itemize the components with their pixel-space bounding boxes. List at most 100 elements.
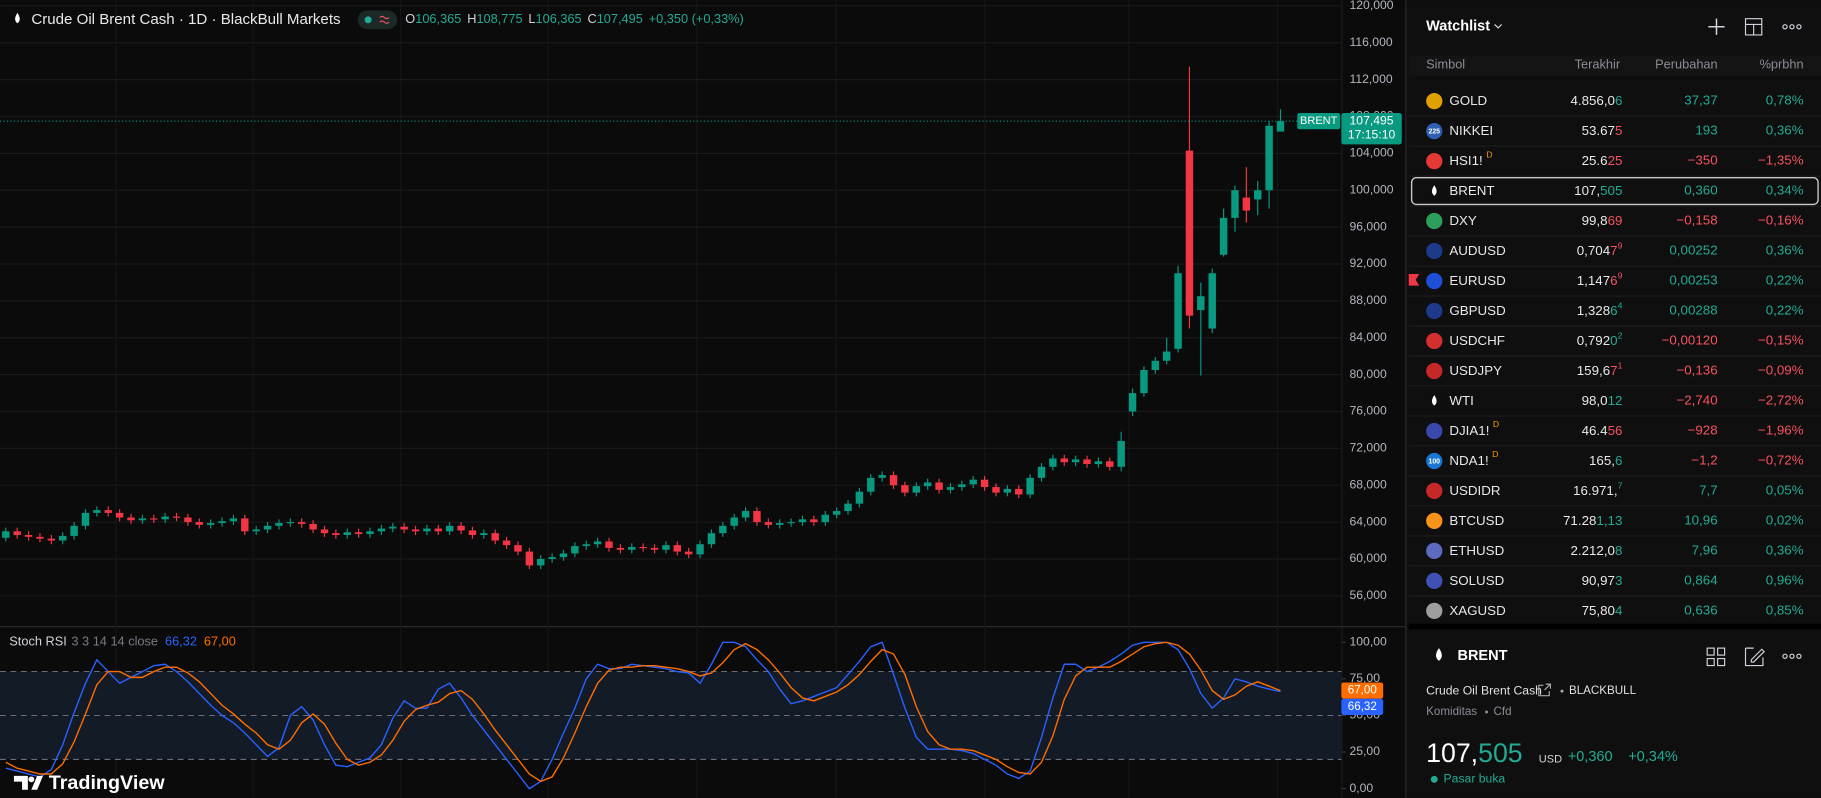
ohlc-value: 107,495 bbox=[597, 11, 643, 26]
candle-body bbox=[901, 485, 909, 493]
last-tail: 56 bbox=[1608, 422, 1623, 437]
column-header[interactable]: Simbol bbox=[1426, 56, 1465, 71]
detail-grid-button[interactable] bbox=[1706, 647, 1726, 667]
candle-body bbox=[36, 536, 44, 539]
detail-kind: Cfd bbox=[1493, 705, 1511, 718]
y-tick-label: 116,000 bbox=[1349, 35, 1392, 49]
symbol-icon bbox=[1426, 152, 1443, 170]
candle-body bbox=[571, 546, 579, 554]
last-price: 0,70479 bbox=[1577, 241, 1623, 258]
candle-body bbox=[1106, 461, 1114, 467]
watchlist-row[interactable]: AUDUSD 0,70479 0,00252 0,36% bbox=[1408, 241, 1821, 267]
watchlist-row[interactable]: GOLD 4.856,06 37,37 0,78% bbox=[1408, 93, 1821, 117]
change-pct: −0,16% bbox=[1758, 213, 1804, 228]
candle-body bbox=[1015, 488, 1023, 495]
column-header[interactable]: Perubahan bbox=[1655, 56, 1717, 71]
column-header[interactable]: %prbhn bbox=[1760, 56, 1804, 71]
dropdown-icon[interactable] bbox=[1494, 24, 1503, 29]
watchlist-row[interactable]: BTCUSD 71.281,13 10,96 0,02% bbox=[1408, 512, 1821, 537]
change: 7,7 bbox=[1699, 482, 1718, 497]
candle-body bbox=[593, 541, 602, 545]
ohlc-change: +0,350 (+0,33%) bbox=[649, 11, 744, 26]
chart-background bbox=[0, 0, 1405, 798]
indicator-params: 3 3 14 14 close bbox=[71, 634, 158, 649]
row-flag bbox=[1408, 274, 1420, 286]
last-price: 98,012 bbox=[1582, 393, 1623, 408]
last-price: 107,505 bbox=[1574, 183, 1622, 198]
candle-body bbox=[605, 541, 613, 548]
candle-body bbox=[13, 531, 21, 536]
watchlist-row[interactable]: XAGUSD 75,804 0,636 0,85% bbox=[1408, 602, 1821, 627]
watchlist-row[interactable]: 100 NDA1! D 165,6 −1,2 −0,72% bbox=[1408, 449, 1821, 477]
chart-title: Crude Oil Brent Cash · 1D · BlackBull Ma… bbox=[31, 11, 340, 28]
last-tail: 5 bbox=[1615, 123, 1622, 138]
change-pct: 0,78% bbox=[1766, 93, 1804, 108]
last-tail: 505 bbox=[1600, 183, 1622, 198]
menu-button[interactable] bbox=[1782, 24, 1802, 30]
y-tick-label: 25,00 bbox=[1349, 744, 1380, 758]
detail-menu-button[interactable] bbox=[1782, 653, 1802, 659]
external-link[interactable] bbox=[1538, 683, 1551, 697]
candle-body bbox=[684, 551, 693, 555]
watchlist-row[interactable]: DXY 99,869 −0,158 −0,16% bbox=[1408, 213, 1821, 237]
watchlist-row[interactable]: ETHUSD 2.212,08 7,96 0,36% bbox=[1408, 542, 1821, 567]
ohlc-value: 106,365 bbox=[536, 11, 582, 26]
candle-body bbox=[787, 522, 795, 524]
layout-button[interactable] bbox=[1744, 18, 1763, 36]
candle-body bbox=[1071, 459, 1080, 463]
last-price: 75,804 bbox=[1582, 602, 1623, 617]
add-button[interactable] bbox=[1708, 18, 1725, 35]
candle-body bbox=[81, 512, 90, 526]
stoch-line bbox=[5, 641, 1281, 783]
indicator-value-label: 66,32 bbox=[1348, 700, 1377, 713]
ohlc-key: C bbox=[587, 11, 596, 26]
candle-body bbox=[332, 533, 340, 536]
candle-body bbox=[832, 511, 841, 515]
candle-body bbox=[195, 522, 204, 525]
candle-body bbox=[445, 525, 454, 532]
last-main: 4.856,0 bbox=[1570, 93, 1615, 108]
watchlist-row[interactable]: BRENT 107,505 0,360 0,34% bbox=[1408, 177, 1821, 207]
candle-body bbox=[275, 523, 283, 526]
watchlist-row[interactable]: DJIA1! D 46.456 −928 −1,96% bbox=[1408, 419, 1821, 447]
watchlist-title[interactable]: Watchlist bbox=[1426, 19, 1490, 35]
candle-body bbox=[810, 519, 818, 523]
candle-body bbox=[969, 479, 977, 485]
watchlist-row[interactable]: USDCHF 0,79202 −0,00120 −0,15% bbox=[1408, 331, 1821, 357]
separator-dot bbox=[1485, 710, 1489, 714]
candle-body bbox=[992, 487, 1000, 493]
last-main: 75,80 bbox=[1582, 602, 1615, 617]
last-main: 53.67 bbox=[1582, 123, 1615, 138]
watchlist-row[interactable]: SOLUSD 90,973 0,864 0,96% bbox=[1408, 572, 1821, 597]
symbol-name: GOLD bbox=[1449, 93, 1487, 108]
candle-body bbox=[798, 519, 807, 523]
ohlc-key: L bbox=[528, 11, 535, 26]
candle-body bbox=[468, 530, 477, 536]
badge: D bbox=[1493, 419, 1499, 429]
candle-body bbox=[104, 510, 112, 513]
candle-body bbox=[1140, 370, 1148, 394]
symbol-icon bbox=[1426, 482, 1443, 500]
watchlist-row[interactable]: GBPUSD 1,32864 0,00288 0,22% bbox=[1408, 301, 1821, 327]
y-tick-label: 104,000 bbox=[1349, 146, 1393, 160]
watchlist-row[interactable]: WTI 98,012 −2,740 −2,72% bbox=[1408, 392, 1821, 417]
y-tick-label: 56,000 bbox=[1349, 588, 1386, 602]
watchlist-row[interactable]: 225 NIKKEI 53.675 193 0,36% bbox=[1408, 123, 1821, 147]
change-pct: 0,36% bbox=[1766, 123, 1804, 138]
indicator-value-bg bbox=[1341, 698, 1384, 715]
last-price: 99,869 bbox=[1582, 213, 1623, 228]
badge: D bbox=[1486, 150, 1492, 160]
watchlist-row[interactable]: HSI1! D 25.625 −350 −1,35% bbox=[1408, 150, 1821, 177]
column-header[interactable]: Terakhir bbox=[1575, 56, 1621, 71]
change: 0,864 bbox=[1684, 572, 1718, 587]
candle-body bbox=[514, 545, 522, 552]
watchlist-row[interactable]: USDJPY 159,671 −0,136 −0,09% bbox=[1408, 361, 1821, 387]
last-main: 107, bbox=[1574, 183, 1600, 198]
candle-body bbox=[1128, 393, 1137, 412]
watchlist-row[interactable]: USDIDR 16.971,7 7,7 0,05% bbox=[1408, 481, 1821, 507]
candle-body bbox=[457, 525, 465, 531]
watchlist-row[interactable]: EURUSD 1,14769 0,00253 0,22% bbox=[1408, 271, 1821, 297]
detail-symbol: BRENT bbox=[1457, 648, 1507, 664]
detail-edit-button[interactable] bbox=[1744, 647, 1765, 667]
